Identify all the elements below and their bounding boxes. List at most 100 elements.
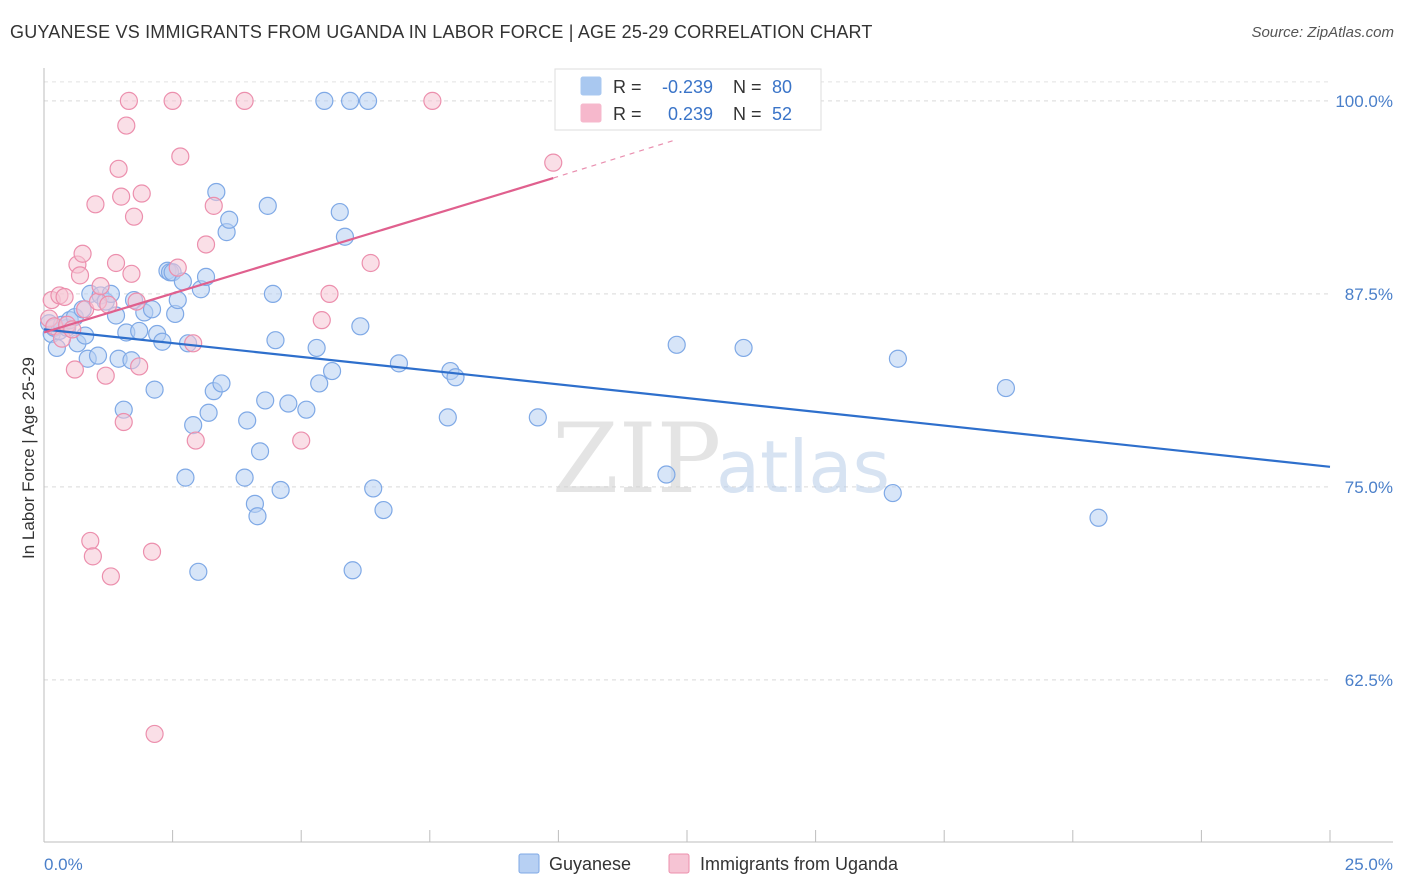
guyanese-point: [176, 468, 195, 487]
uganda-legend-swatch: [668, 853, 690, 874]
x-tick-label: 0.0%: [44, 855, 83, 874]
guyanese-point: [364, 479, 383, 498]
uganda-point: [184, 334, 203, 353]
guyanese-point: [667, 335, 686, 354]
x-tick-label: 25.0%: [1345, 855, 1393, 874]
y-tick-label: 62.5%: [1345, 671, 1393, 690]
guyanese-point: [446, 368, 465, 387]
guyanese-point: [996, 378, 1016, 398]
guyanese-point: [734, 338, 753, 358]
legend-r-value: -0.239: [662, 77, 713, 97]
axes: [43, 68, 1393, 843]
uganda-point: [117, 116, 136, 135]
legend-r-value: 0.239: [668, 104, 713, 124]
legend-r-label: R =: [613, 104, 642, 124]
y-tick-label: 87.5%: [1345, 285, 1393, 304]
uganda-point: [171, 147, 190, 166]
guyanese-point: [238, 411, 257, 430]
uganda-point: [235, 91, 254, 110]
uganda-point: [101, 567, 120, 586]
guyanese-point: [88, 346, 108, 365]
series-legend: Guyanese Immigrants from Uganda: [518, 853, 899, 874]
guyanese-point: [199, 403, 218, 422]
guyanese-point: [189, 562, 208, 581]
source-credit: Source: ZipAtlas.com: [1251, 24, 1394, 41]
uganda-point: [112, 187, 131, 206]
guyanese-point: [279, 394, 298, 413]
uganda-point: [132, 184, 151, 203]
uganda-legend-label: Immigrants from Uganda: [700, 854, 899, 874]
guyanese-point: [389, 354, 409, 373]
watermark-zip: ZIP: [552, 403, 721, 515]
guyanese-point: [322, 361, 342, 381]
guyanese-point: [888, 349, 908, 368]
guyanese-point: [235, 468, 254, 487]
uganda-point: [91, 277, 110, 296]
data-points: [40, 91, 1108, 744]
guyanese-point: [145, 380, 164, 399]
guyanese-point: [307, 338, 326, 358]
guyanese-point: [130, 321, 149, 341]
uganda-point: [142, 542, 162, 561]
chart-title: GUYANESE VS IMMIGRANTS FROM UGANDA IN LA…: [10, 22, 873, 42]
uganda-point: [124, 207, 144, 226]
guyanese-point: [528, 408, 547, 427]
y-tick-label: 100.0%: [1335, 92, 1393, 111]
legend-n-value: 52: [772, 104, 792, 124]
guyanese-point: [330, 202, 349, 222]
guyanese-point: [340, 91, 360, 110]
uganda-point: [312, 311, 331, 330]
legend-n-value: 80: [772, 77, 792, 97]
uganda-point: [81, 531, 100, 551]
guyanese-point: [351, 317, 370, 336]
uganda-point: [361, 253, 380, 273]
guyanese-point: [266, 331, 285, 350]
uganda-point: [145, 724, 164, 744]
uganda-point: [55, 287, 74, 307]
guyanese-point: [258, 196, 277, 215]
guyanese-legend-label: Guyanese: [549, 854, 631, 874]
guyanese-point: [883, 483, 902, 503]
guyanese-point: [343, 561, 362, 580]
uganda-point: [196, 235, 216, 254]
uganda-point: [83, 547, 102, 566]
guyanese-point: [315, 91, 334, 110]
uganda-point: [73, 244, 92, 263]
guyanese-point: [248, 507, 267, 526]
uganda-point: [86, 195, 105, 214]
uganda-point: [106, 253, 126, 273]
uganda-point: [114, 412, 133, 432]
y-tick-label: 75.0%: [1345, 478, 1393, 497]
uganda-point: [163, 91, 182, 110]
uganda-point: [168, 258, 187, 277]
guyanese-point: [142, 300, 162, 319]
y-axis-label: In Labor Force | Age 25-29: [19, 357, 38, 559]
guyanese-point: [220, 210, 239, 229]
guyanese-point: [1089, 508, 1108, 527]
x-tick-labels: 0.0% 25.0%: [44, 855, 1393, 874]
uganda-point: [130, 357, 149, 376]
grid-lines: [44, 81, 1330, 681]
stats-legend: R = -0.239 N = 80 R = 0.239 N = 52: [554, 68, 822, 131]
guyanese-point: [212, 374, 231, 393]
guyanese-point: [263, 284, 283, 303]
uganda-point: [423, 91, 442, 110]
legend-n-label: N =: [733, 77, 762, 97]
guyanese-point: [184, 416, 203, 435]
guyanese-point: [256, 391, 275, 410]
guyanese-trend-line: [43, 328, 1331, 468]
uganda-point: [544, 153, 563, 172]
y-tick-labels: 100.0% 87.5% 75.0% 62.5%: [1335, 92, 1393, 690]
trend-lines: [43, 138, 1331, 468]
guyanese-point: [271, 480, 290, 500]
uganda-point: [320, 284, 339, 303]
guyanese-point: [358, 91, 378, 110]
guyanese-point: [438, 408, 457, 427]
uganda-point: [204, 196, 223, 215]
watermark: ZIP atlas: [552, 403, 890, 515]
uganda-point: [122, 264, 141, 283]
watermark-atlas: atlas: [716, 425, 890, 509]
uganda-point: [186, 431, 205, 450]
uganda-point: [96, 366, 115, 385]
